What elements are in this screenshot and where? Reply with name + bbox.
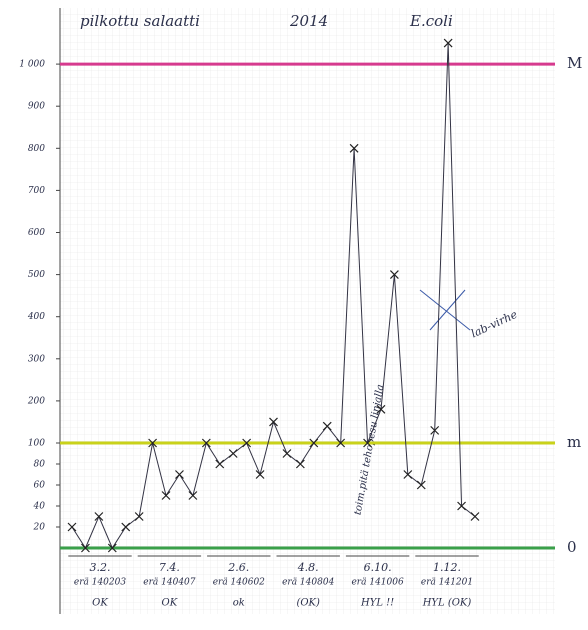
y-tick-label: 80 <box>34 460 46 470</box>
y-tick-label: 1 000 <box>19 60 45 70</box>
group-date: 4.8. <box>297 561 319 574</box>
y-tick-label: 700 <box>28 186 45 196</box>
y-tick-label: 20 <box>33 523 46 533</box>
y-tick-label: 300 <box>28 354 45 364</box>
group-date: 7.4. <box>159 561 180 574</box>
group-status: OK <box>162 598 178 609</box>
group-status: HYL (OK) <box>422 598 472 609</box>
y-tick-label: 400 <box>27 312 45 322</box>
reference-label: m <box>567 433 581 451</box>
group-date: 6.10. <box>364 561 392 574</box>
y-tick-label: 800 <box>28 144 45 154</box>
group-status: ok <box>233 598 245 609</box>
group-date: 3.2. <box>89 561 110 574</box>
chart-subject: E.coli <box>409 12 453 30</box>
y-tick-label: 100 <box>28 439 45 449</box>
chart-year: 2014 <box>289 12 328 30</box>
chart: pilkottu salaatti 2014 E.coli toim.pitä … <box>0 0 588 630</box>
group-status: OK <box>92 598 108 609</box>
group-batch: erä 141201 <box>421 578 473 588</box>
reference-label: M <box>567 54 582 72</box>
y-tick-label: 200 <box>27 396 45 406</box>
group-batch: erä 140804 <box>282 578 334 588</box>
y-tick-label: 40 <box>33 502 46 512</box>
group-date: 1.12. <box>433 561 461 574</box>
y-tick-label: 900 <box>28 102 45 112</box>
y-tick-label: 500 <box>28 270 45 280</box>
graph-paper <box>60 8 555 614</box>
y-tick-label: 600 <box>28 228 45 238</box>
group-batch: erä 140407 <box>143 578 195 588</box>
group-batch: erä 140602 <box>213 578 265 588</box>
group-date: 2.6. <box>227 561 249 574</box>
y-tick-label: 60 <box>34 481 46 491</box>
chart-title: pilkottu salaatti <box>80 12 200 30</box>
reference-label: 0 <box>567 538 577 556</box>
group-batch: erä 141006 <box>351 578 403 588</box>
group-status: HYL !! <box>360 598 394 609</box>
group-batch: erä 140203 <box>74 578 126 588</box>
group-status: (OK) <box>296 598 320 609</box>
